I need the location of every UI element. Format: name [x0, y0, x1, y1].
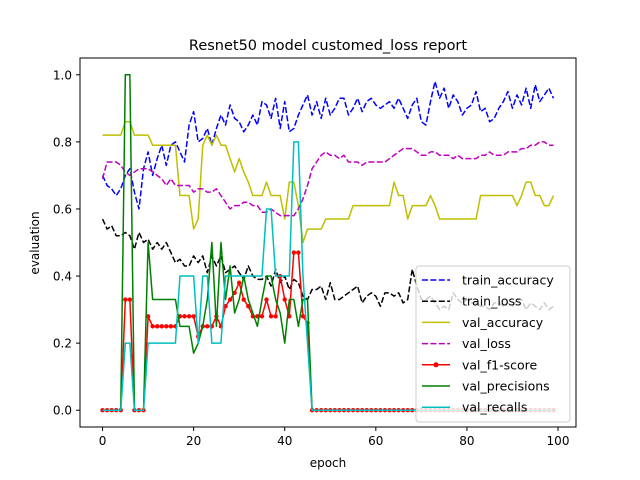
legend-label-val-f1-score: val_f1-score [462, 357, 538, 372]
series-val-loss-line [101, 141, 554, 217]
y-axis-label: evaluation [28, 211, 42, 274]
y-tick-label-4: 0.8 [53, 135, 72, 149]
series-val-f1-score-point [246, 304, 251, 309]
y-tick-label-1: 0.2 [53, 337, 72, 351]
y-axis: 0.0 0.2 0.4 0.6 0.8 1.0 [53, 68, 80, 418]
series-val-f1-score-point [268, 314, 274, 319]
series-val-f1-score-point [159, 324, 164, 329]
y-tick-label-5: 1.0 [53, 68, 72, 82]
series-train-accuracy-line [101, 80, 555, 210]
x-tick-label-20: 20 [186, 434, 201, 448]
x-tick-label-80: 80 [459, 434, 474, 448]
series-val-f1-score-point [168, 324, 174, 329]
x-tick-label-60: 60 [368, 434, 383, 448]
legend-box [415, 265, 571, 423]
series-val-f1-score-point [186, 314, 192, 319]
series-val-f1-score-point [205, 324, 210, 329]
x-tick-label-40: 40 [277, 434, 292, 448]
y-tick-label-2: 0.4 [53, 270, 72, 284]
series-val-f1-score-point [182, 314, 187, 319]
y-tick-label-0: 0.0 [53, 404, 72, 418]
legend-label-train-loss: train_loss [462, 294, 522, 309]
x-tick-label-0: 0 [99, 434, 107, 448]
legend-label-val-precisions: val_precisions [462, 379, 550, 394]
series-val-f1-score-point [227, 297, 233, 302]
series-val-f1-score-point [223, 304, 228, 309]
series-val-f1-score-point [191, 314, 196, 319]
series-val-f1-score-point [123, 297, 128, 302]
series-val-f1-score-point [300, 314, 306, 319]
series-val-f1-score-point [273, 314, 278, 319]
series-val-f1-score-point [127, 297, 133, 302]
x-tick-label-100: 100 [547, 434, 570, 448]
series-val-f1-score-point [282, 297, 287, 302]
y-tick-label-3: 0.6 [53, 202, 72, 216]
series-val-f1-score-point [164, 324, 169, 329]
series-val-accuracy-line [102, 120, 555, 244]
series-val-f1-score-point [145, 314, 151, 319]
plot-frame [79, 57, 577, 428]
legend-marker-val-f1-score [433, 362, 439, 368]
series-val-f1-score-point [236, 280, 242, 285]
chart-title: Resnet50 model customed_loss report [189, 38, 468, 54]
series-val-f1-score-point [150, 324, 155, 329]
series-val-f1-score-point [264, 297, 269, 302]
legend: train_accuracy train_loss val_accuracy val_… [415, 265, 571, 423]
series-val-f1-score-point [291, 250, 297, 255]
series-val-f1-score-point [155, 324, 160, 329]
legend-label-train-accuracy: train_accuracy [462, 273, 554, 288]
legend-label-val-recalls: val_recalls [462, 400, 527, 415]
series-val-f1-score-point [296, 250, 301, 255]
series-train-loss-line [101, 218, 554, 311]
series-val-f1-score-point [259, 314, 265, 319]
legend-label-val-loss: val_loss [462, 336, 511, 351]
x-axis-label: epoch [310, 456, 347, 470]
series-val-f1-score-point [241, 297, 246, 302]
legend-label-val-accuracy: val_accuracy [462, 315, 544, 330]
x-axis: 0 20 40 60 80 100 [99, 427, 570, 448]
